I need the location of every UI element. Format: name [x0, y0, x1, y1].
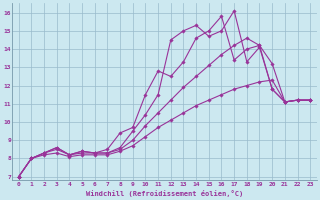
X-axis label: Windchill (Refroidissement éolien,°C): Windchill (Refroidissement éolien,°C) — [86, 190, 243, 197]
